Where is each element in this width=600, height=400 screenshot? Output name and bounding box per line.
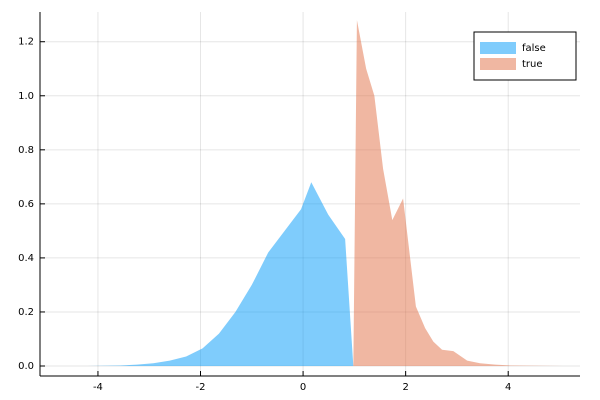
legend-box [473,31,577,81]
legend-label: false [522,43,546,54]
y-tick-label: 0.8 [18,145,34,156]
legend-label: true [522,59,543,70]
y-tick-label: 0.0 [18,361,34,372]
y-tick-label: 0.6 [18,199,34,210]
y-tick-label: 1.0 [18,91,34,102]
area [54,182,354,367]
x-tick-label: -4 [93,382,103,393]
x-tick-label: -2 [196,382,206,393]
legend-swatch [480,58,516,70]
y-tick-label: 1.2 [18,37,34,48]
y-tick-label: 0.4 [18,253,34,264]
x-tick-label: 4 [505,382,511,393]
y-tick-label: 0.2 [18,307,34,318]
x-tick-label: 0 [300,382,306,393]
legend-swatch [480,42,516,54]
area [353,20,564,367]
x-tick-label: 2 [402,382,408,393]
